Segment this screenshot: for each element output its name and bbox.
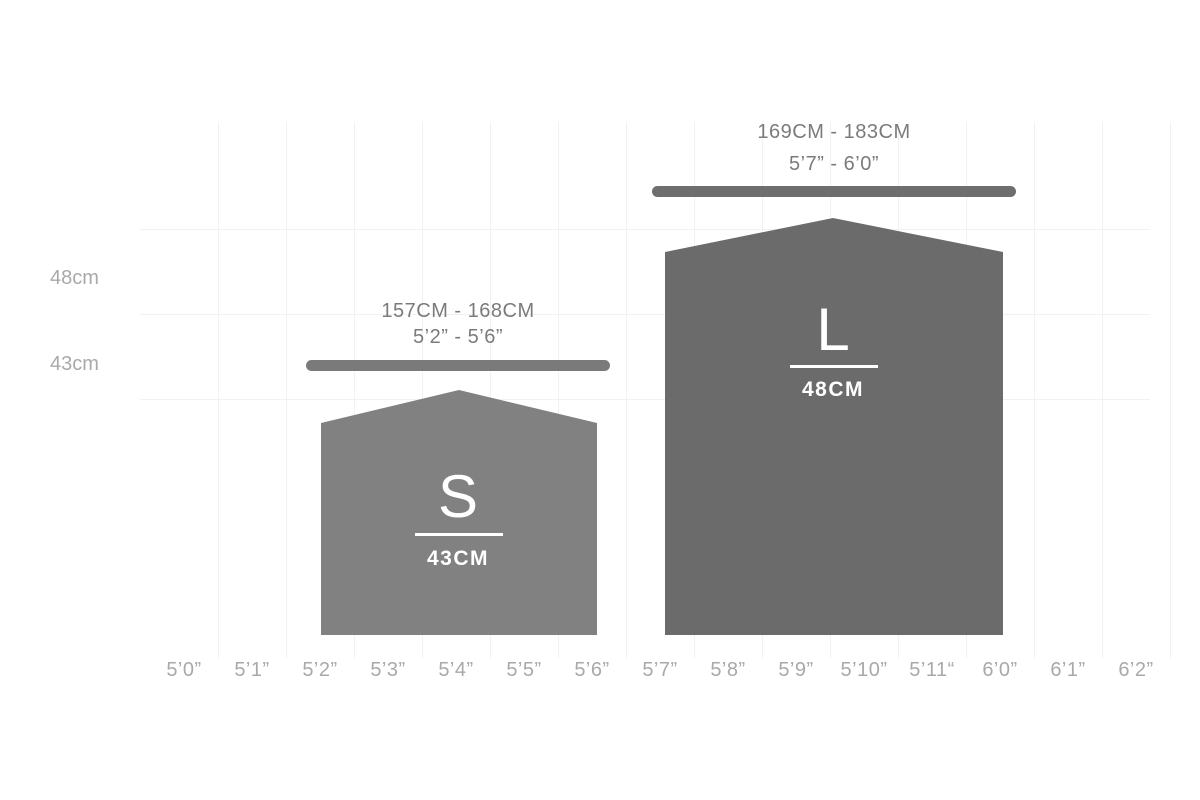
size-l-height-range-cm: 169CM - 183CM bbox=[757, 121, 911, 143]
size-s-height-range-ft: 5’2” - 5’6” bbox=[413, 326, 503, 348]
x-tick-label: 5’0” bbox=[166, 659, 202, 681]
x-tick-label: 6’2” bbox=[1118, 659, 1154, 681]
size-s-range-bar bbox=[306, 360, 610, 371]
size-l-letter: L bbox=[816, 296, 850, 363]
gridline-horizontal bbox=[140, 314, 1150, 315]
x-tick-label: 5’6” bbox=[574, 659, 610, 681]
size-s-shape bbox=[321, 390, 597, 635]
gridline-vertical bbox=[1034, 122, 1035, 658]
size-l-frame-size: 48CM bbox=[801, 378, 865, 401]
gridline-vertical bbox=[626, 122, 627, 658]
gridline-vertical bbox=[286, 122, 287, 658]
x-tick-label: 5’2” bbox=[302, 659, 338, 681]
x-tick-label: 5’11“ bbox=[909, 659, 955, 681]
size-l-range-bar bbox=[652, 186, 1016, 197]
x-tick-label: 5’5” bbox=[506, 659, 542, 681]
gridline-vertical bbox=[422, 122, 423, 658]
x-tick-label: 5’9” bbox=[778, 659, 814, 681]
gridline-horizontal bbox=[140, 399, 1150, 400]
x-tick-label: 5’4” bbox=[438, 659, 474, 681]
y-axis-label-43cm: 43cm bbox=[50, 353, 99, 375]
x-tick-label: 5’8” bbox=[710, 659, 746, 681]
size-s-underline bbox=[415, 533, 503, 536]
size-s-letter: S bbox=[437, 463, 479, 530]
gridline-vertical bbox=[558, 122, 559, 658]
size-l-height-range-ft: 5’7” - 6’0” bbox=[789, 153, 879, 175]
x-tick-label: 5’10” bbox=[840, 659, 888, 681]
x-tick-label: 5’3” bbox=[370, 659, 406, 681]
size-l-shape bbox=[665, 218, 1003, 635]
size-l-underline bbox=[790, 365, 878, 368]
size-s-frame-size: 43CM bbox=[426, 547, 490, 570]
x-tick-label: 6’0” bbox=[982, 659, 1018, 681]
gridline-vertical bbox=[218, 122, 219, 658]
gridline-horizontal bbox=[140, 229, 1150, 230]
size-s-height-range-cm: 157CM - 168CM bbox=[381, 300, 535, 322]
y-axis-label-48cm: 48cm bbox=[50, 267, 99, 289]
x-tick-label: 5’1” bbox=[234, 659, 270, 681]
gridline-vertical bbox=[1102, 122, 1103, 658]
x-tick-label: 6’1” bbox=[1050, 659, 1086, 681]
gridline-vertical bbox=[1170, 122, 1171, 658]
gridline-vertical bbox=[354, 122, 355, 658]
x-tick-label: 5’7” bbox=[642, 659, 678, 681]
gridline-vertical bbox=[490, 122, 491, 658]
